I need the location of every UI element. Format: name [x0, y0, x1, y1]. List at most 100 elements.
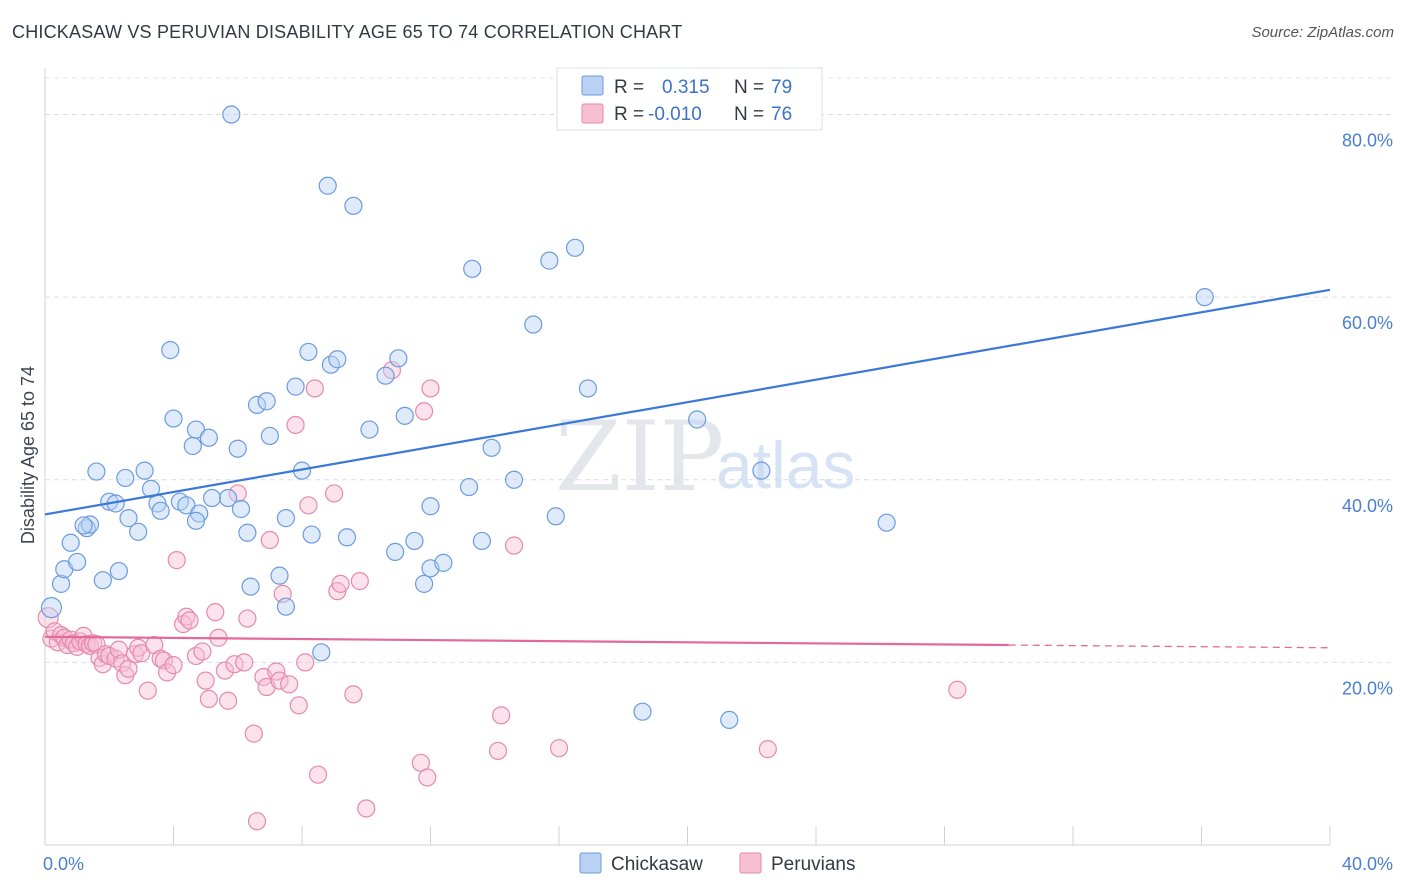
chickasaw-point	[119, 509, 138, 528]
peruvians-point	[289, 696, 308, 715]
peruvians-point	[948, 680, 967, 699]
chickasaw-point	[414, 574, 434, 593]
peruvians-point	[308, 765, 328, 784]
chickasaw-point	[463, 259, 482, 278]
peruvians-point	[325, 484, 344, 503]
peruvians-point	[215, 661, 234, 680]
chickasaw-point	[328, 350, 347, 369]
peruvians-point	[193, 642, 212, 661]
chickasaw-point	[151, 501, 170, 520]
chickasaw-point	[80, 515, 100, 534]
chickasaw-point	[546, 507, 565, 526]
legend-n-value-1: 79	[771, 77, 792, 98]
chickasaw-point	[202, 488, 222, 508]
peruvians-point	[549, 739, 569, 758]
peruvians-point	[418, 768, 437, 787]
peruvians-point	[286, 415, 305, 435]
chickasaw-point	[504, 470, 524, 489]
peruvians-trend-line-dashed	[1008, 644, 1331, 649]
chickasaw-point	[1195, 288, 1214, 307]
peruvians-point	[305, 379, 324, 398]
chickasaw-point	[386, 542, 405, 561]
peruvians-point	[414, 402, 434, 421]
legend-n-label-2: N =	[734, 104, 764, 125]
chickasaw-point	[164, 409, 183, 428]
peruvians-point	[344, 685, 363, 704]
chickasaw-point	[219, 488, 238, 508]
peruvians-point	[492, 706, 511, 725]
chickasaw-point	[376, 366, 395, 385]
chickasaw-point	[241, 577, 260, 596]
chickasaw-point	[276, 597, 296, 616]
chickasaw-point	[286, 377, 305, 396]
peruvians-point	[270, 671, 289, 690]
y-axis-label: Disability Age 65 to 74	[18, 366, 38, 544]
watermark-atlas: atlas	[716, 428, 855, 502]
peruvians-point	[164, 656, 183, 675]
peruvians-point	[154, 651, 173, 670]
peruvians-point	[180, 611, 199, 630]
watermark: ZIP atlas	[555, 401, 855, 513]
source-credit: Source: ZipAtlas.com	[1251, 24, 1394, 41]
chickasaw-point	[318, 176, 337, 195]
chickasaw-point	[299, 342, 318, 362]
peruvians-point	[77, 635, 96, 654]
y-tick-label: 80.0%	[1342, 131, 1393, 151]
chickasaw-point	[720, 710, 739, 730]
chickasaw-point	[260, 426, 279, 446]
chickasaw-point	[337, 528, 357, 547]
peruvians-point	[228, 484, 247, 503]
chickasaw-point	[405, 531, 424, 551]
chickasaw-point	[228, 439, 247, 458]
correlation-legend: R = 0.315 N = 79 R = -0.010 N = 76	[556, 67, 823, 131]
chickasaw-point	[40, 596, 63, 619]
peruvians-points	[37, 361, 967, 831]
chickasaw-point	[344, 196, 363, 215]
chickasaw-point	[109, 561, 128, 581]
chickasaw-point	[578, 379, 598, 398]
chickasaw-point	[752, 461, 771, 480]
peruvians-point	[138, 681, 157, 700]
peruvians-point	[219, 691, 238, 710]
peruvians-point	[421, 379, 440, 398]
chickasaw-point	[61, 533, 80, 552]
chickasaw-point	[51, 574, 71, 593]
peruvians-point	[206, 603, 225, 622]
peruvians-point	[235, 653, 254, 672]
chickasaw-trend-line	[44, 288, 1331, 516]
chickasaw-point	[877, 513, 896, 532]
chickasaw-point	[68, 552, 87, 572]
chickasaw-point	[257, 392, 276, 411]
chickasaw-point	[177, 496, 196, 515]
chickasaw-point	[472, 531, 491, 551]
chickasaw-point	[231, 499, 251, 519]
legend-swatch-pink	[581, 103, 604, 124]
peruvians-point	[504, 536, 524, 555]
chickasaw-point	[183, 436, 202, 456]
x-tick-label: 0.0%	[43, 854, 84, 874]
chickasaw-point	[186, 511, 206, 530]
chickasaw-point	[116, 468, 135, 488]
legend-swatch-blue	[581, 75, 604, 96]
chickasaw-point	[389, 349, 408, 368]
chickasaw-point	[633, 702, 652, 721]
chickasaw-point	[161, 341, 180, 360]
peruvians-point	[260, 530, 279, 550]
peruvians-point	[357, 799, 376, 818]
chickasaw-point	[524, 315, 543, 334]
chickasaw-point	[93, 571, 112, 590]
chickasaw-point	[688, 410, 707, 429]
peruvians-point	[238, 609, 257, 628]
peruvians-trend-line	[44, 635, 1009, 647]
chickasaw-point	[312, 643, 331, 662]
legend-peruvians-swatch	[739, 852, 762, 874]
axes	[44, 68, 1331, 846]
peruvians-point	[244, 724, 263, 743]
gridlines	[45, 77, 1392, 663]
peruvians-point	[247, 812, 267, 831]
peruvians-point	[280, 675, 299, 694]
chickasaw-point	[135, 461, 154, 480]
chickasaw-point	[395, 406, 414, 425]
legend-peruvians-label: Peruvians	[771, 854, 856, 875]
chickasaw-point	[222, 105, 241, 124]
